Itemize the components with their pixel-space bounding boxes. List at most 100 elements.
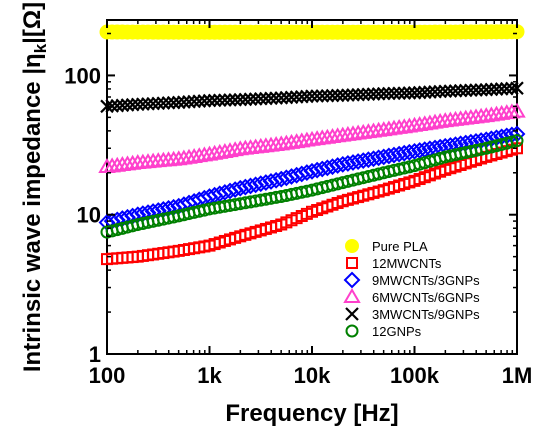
x-tick-label: 10k	[294, 363, 331, 388]
series-5	[100, 81, 524, 114]
data-point	[351, 87, 365, 102]
data-point	[274, 91, 289, 105]
series-layer	[98, 24, 526, 266]
data-point	[105, 99, 119, 113]
data-point	[376, 86, 391, 101]
data-point	[233, 92, 248, 107]
data-point	[397, 86, 412, 100]
series-6	[100, 134, 524, 239]
data-point	[130, 97, 145, 112]
data-point	[510, 134, 524, 148]
x-tick-label: 1k	[197, 363, 222, 388]
data-point	[248, 92, 263, 106]
data-point	[494, 82, 509, 96]
data-point	[136, 97, 150, 111]
data-point	[412, 85, 427, 100]
legend-entry: 9MWCNTs/3GNPs	[343, 271, 480, 289]
data-point	[469, 83, 483, 97]
data-point	[243, 92, 258, 106]
data-point	[371, 87, 386, 101]
x-tick-label: 1M	[502, 363, 533, 388]
data-point	[392, 86, 406, 101]
data-point	[218, 93, 232, 107]
data-point	[341, 88, 355, 102]
series-2	[101, 142, 523, 266]
data-point	[499, 81, 514, 96]
x-tick-label: 100	[89, 363, 126, 388]
data-point	[202, 93, 217, 108]
data-point	[453, 83, 468, 98]
legend-label: 6MWCNTs/6GNPs	[372, 290, 480, 305]
data-point	[484, 82, 499, 97]
data-point	[253, 91, 268, 106]
data-point	[366, 87, 381, 101]
data-point	[115, 98, 130, 113]
legend-label: 12GNPs	[372, 324, 422, 339]
data-point	[187, 94, 201, 109]
data-point	[438, 84, 453, 99]
ticks-layer: 100 1k 10k 100k 1M 1 10 100	[64, 20, 532, 388]
data-point	[402, 86, 417, 100]
data-point	[110, 98, 125, 113]
data-point	[346, 88, 360, 102]
data-point	[305, 89, 319, 103]
data-point	[443, 84, 458, 98]
legend-marker	[343, 271, 361, 289]
data-point	[361, 87, 376, 102]
data-point	[417, 85, 432, 100]
data-point	[382, 86, 396, 101]
data-point	[294, 89, 309, 104]
data-point	[310, 89, 324, 103]
data-point	[207, 93, 222, 108]
data-point	[171, 95, 186, 110]
data-point	[166, 95, 181, 110]
data-point	[428, 84, 442, 99]
data-point	[458, 83, 473, 98]
data-point	[146, 96, 160, 111]
data-point	[279, 90, 294, 105]
data-point	[177, 95, 191, 109]
data-point	[325, 88, 340, 103]
data-point	[330, 88, 345, 103]
data-point	[182, 95, 196, 109]
series-1	[99, 24, 525, 40]
data-point	[156, 96, 171, 110]
data-point	[335, 88, 350, 103]
data-point	[192, 94, 207, 108]
data-point	[212, 93, 227, 108]
legend-marker	[345, 324, 359, 338]
data-point	[448, 84, 463, 98]
y-tick-label: 10	[77, 203, 101, 228]
data-point	[223, 93, 237, 107]
data-point	[505, 81, 519, 96]
legend-marker	[345, 307, 359, 321]
data-point	[161, 96, 176, 110]
data-point	[151, 96, 166, 111]
data-point	[356, 87, 371, 102]
data-point	[228, 93, 242, 107]
data-point	[264, 91, 278, 106]
data-point	[315, 89, 330, 103]
data-point	[320, 88, 335, 103]
data-point	[284, 90, 299, 105]
legend-label: 9MWCNTs/3GNPs	[372, 273, 480, 288]
data-point	[125, 97, 140, 112]
data-point	[300, 89, 314, 104]
legend-entry: 12GNPs	[345, 324, 422, 339]
data-point	[510, 81, 524, 95]
data-point	[269, 91, 283, 105]
legend-label: 3MWCNTs/9GNPs	[372, 307, 480, 322]
legend-label: Pure PLA	[372, 239, 428, 254]
data-point	[387, 86, 401, 101]
legend-entry: 12MWCNTs	[346, 256, 442, 271]
legend-entry: 3MWCNTs/9GNPs	[345, 307, 480, 322]
data-point	[508, 102, 526, 118]
legend-entry: Pure PLA	[345, 239, 428, 254]
y-axis-title-subscript: k	[31, 43, 50, 53]
data-point	[464, 83, 478, 98]
data-point	[407, 86, 422, 100]
legend: Pure PLA 12MWCNTs 9MWCNTs/3GNPs 6MWCNTs/6GN…	[343, 239, 480, 339]
legend-label: 12MWCNTs	[372, 256, 442, 271]
data-point	[489, 82, 504, 96]
